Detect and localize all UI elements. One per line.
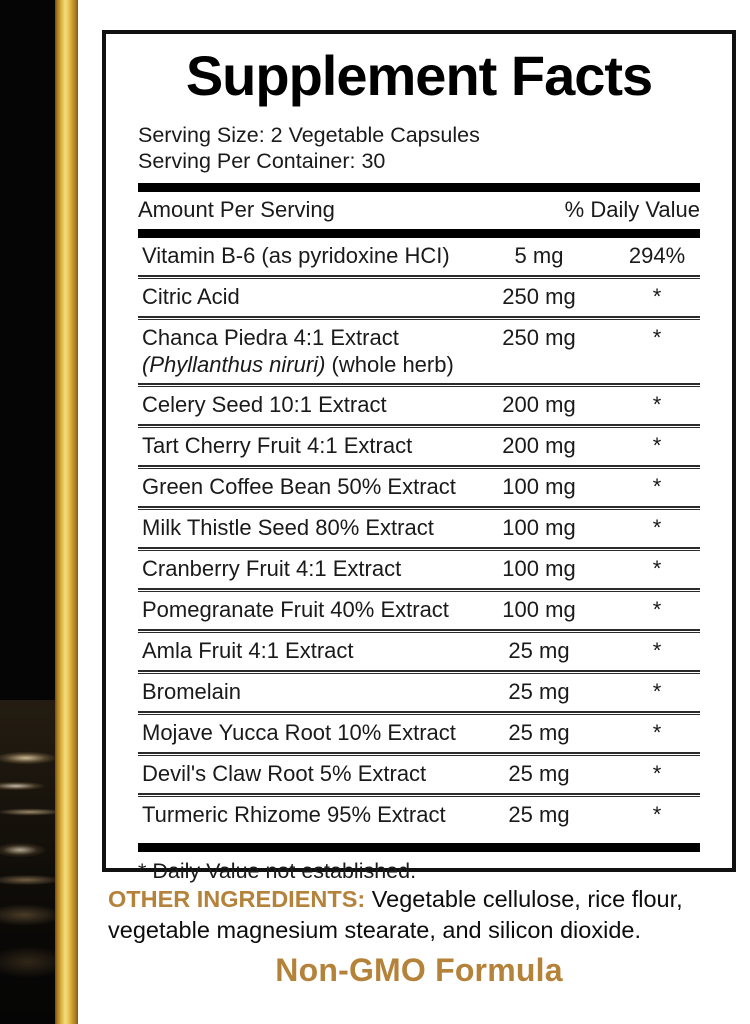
table-row: Amla Fruit 4:1 Extract 25 mg *	[138, 633, 700, 670]
divider-thick-top	[138, 183, 700, 193]
ingredient-amount: 25 mg	[508, 802, 570, 828]
ingredient-daily-value: *	[652, 761, 662, 787]
other-ingredients-text: Vegetable cellulose, rice flour, vegetab…	[108, 886, 683, 944]
ingredient-daily-value: *	[652, 284, 662, 310]
servings-per-container: Serving Per Container: 30	[138, 149, 386, 174]
ingredient-name: Amla Fruit 4:1 Extract	[142, 638, 354, 664]
other-ingredients-label: OTHER INGREDIENTS:	[108, 886, 366, 912]
serving-info: Serving Size: 2 Vegetable Capsules Servi…	[138, 122, 712, 174]
ingredient-amount: 100 mg	[502, 515, 576, 541]
table-row: Devil's Claw Root 5% Extract 25 mg *	[138, 756, 700, 793]
gold-stripe	[55, 0, 78, 1024]
ingredient-name: Citric Acid	[142, 284, 240, 310]
table-header-row: Amount Per Serving % Daily Value	[138, 192, 700, 229]
ingredient-amount: 25 mg	[508, 638, 570, 664]
ingredient-name: Chanca Piedra 4:1 Extract (Phyllanthus ni…	[138, 325, 464, 378]
ingredient-name: Bromelain	[142, 679, 242, 705]
botanical-name: (Phyllanthus niruri)	[142, 352, 326, 378]
divider-thick-bottom	[138, 843, 700, 853]
ingredient-daily-value: *	[652, 597, 662, 623]
non-gmo-badge: Non-GMO Formula	[275, 952, 563, 988]
table-row: Pomegranate Fruit 40% Extract 100 mg *	[138, 592, 700, 629]
table-row: Bromelain 25 mg *	[138, 674, 700, 711]
ingredient-daily-value: *	[652, 556, 662, 582]
row-divider	[138, 424, 700, 429]
serving-size: Serving Size: 2 Vegetable Capsules	[138, 123, 480, 147]
ingredient-name: Celery Seed 10:1 Extract	[142, 392, 387, 418]
table-row: Turmeric Rhizome 95% Extract 25 mg *	[138, 797, 700, 834]
row-divider	[138, 752, 700, 757]
ingredient-name: Mojave Yucca Root 10% Extract	[142, 720, 456, 746]
table-row: Chanca Piedra 4:1 Extract (Phyllanthus ni…	[138, 320, 700, 383]
daily-value-footnote: * Daily Value not established.	[138, 859, 417, 884]
row-divider	[138, 793, 700, 798]
row-divider	[138, 316, 700, 321]
row-divider	[138, 506, 700, 511]
row-divider	[138, 629, 700, 634]
table-row: Cranberry Fruit 4:1 Extract 100 mg *	[138, 551, 700, 588]
ingredient-amount: 100 mg	[502, 597, 576, 623]
table-row: Citric Acid 250 mg *	[138, 279, 700, 316]
row-divider	[138, 711, 700, 716]
page-title: Supplement Facts	[185, 44, 653, 107]
column-header-daily-value: % Daily Value	[564, 197, 700, 223]
ingredient-daily-value: *	[652, 325, 662, 351]
ingredient-amount: 100 mg	[502, 474, 576, 500]
ingredient-name: Devil's Claw Root 5% Extract	[142, 761, 427, 787]
row-divider	[138, 275, 700, 280]
ingredients-table: Vitamin B-6 (as pyridoxine HCI) 5 mg 294% C…	[126, 238, 712, 834]
table-row: Vitamin B-6 (as pyridoxine HCI) 5 mg 294%	[138, 238, 700, 275]
ingredient-amount: 5 mg	[514, 243, 564, 269]
row-divider	[138, 670, 700, 675]
ingredient-name: Vitamin B-6 (as pyridoxine HCI)	[142, 243, 450, 269]
ingredient-name: Milk Thistle Seed 80% Extract	[142, 515, 434, 541]
ingredient-subtitle: (Phyllanthus niruri) (whole herb)	[142, 352, 464, 378]
ingredient-name: Pomegranate Fruit 40% Extract	[142, 597, 449, 623]
ingredient-daily-value: *	[652, 679, 662, 705]
ingredient-name: Green Coffee Bean 50% Extract	[142, 474, 456, 500]
ingredient-amount: 250 mg	[502, 325, 576, 351]
ingredient-daily-value: *	[652, 392, 662, 418]
divider-thick-header	[138, 229, 700, 239]
ingredient-daily-value: *	[652, 515, 662, 541]
ingredient-daily-value: *	[652, 802, 662, 828]
ingredient-name: Turmeric Rhizome 95% Extract	[142, 802, 446, 828]
ingredient-daily-value: *	[652, 720, 662, 746]
left-decorative-edge	[0, 0, 78, 1024]
ingredient-daily-value: *	[652, 474, 662, 500]
table-row: Mojave Yucca Root 10% Extract 25 mg *	[138, 715, 700, 752]
table-row: Milk Thistle Seed 80% Extract 100 mg *	[138, 510, 700, 547]
row-divider	[138, 383, 700, 388]
ingredient-amount: 200 mg	[502, 392, 576, 418]
table-row: Green Coffee Bean 50% Extract 100 mg *	[138, 469, 700, 506]
ingredient-amount: 100 mg	[502, 556, 576, 582]
gold-smoke-texture	[0, 700, 55, 1024]
ingredient-daily-value: *	[652, 433, 662, 459]
ingredient-daily-value: 294%	[628, 243, 686, 269]
ingredient-amount: 25 mg	[508, 720, 570, 746]
ingredient-amount: 25 mg	[508, 679, 570, 705]
row-divider	[138, 588, 700, 593]
row-divider	[138, 547, 700, 552]
row-divider	[138, 465, 700, 470]
other-ingredients: OTHER INGREDIENTS: Vegetable cellulose, …	[108, 884, 748, 946]
plant-part: (whole herb)	[325, 352, 454, 378]
ingredient-daily-value: *	[652, 638, 662, 664]
ingredient-name: Tart Cherry Fruit 4:1 Extract	[142, 433, 413, 459]
ingredient-amount: 200 mg	[502, 433, 576, 459]
ingredient-amount: 25 mg	[508, 761, 570, 787]
column-header-amount: Amount Per Serving	[138, 197, 335, 223]
ingredient-name: Cranberry Fruit 4:1 Extract	[142, 556, 402, 582]
supplement-facts-panel: Supplement Facts Serving Size: 2 Vegetab…	[102, 30, 736, 883]
table-row: Celery Seed 10:1 Extract 200 mg *	[138, 387, 700, 424]
table-row: Tart Cherry Fruit 4:1 Extract 200 mg *	[138, 428, 700, 465]
ingredient-amount: 250 mg	[502, 284, 576, 310]
